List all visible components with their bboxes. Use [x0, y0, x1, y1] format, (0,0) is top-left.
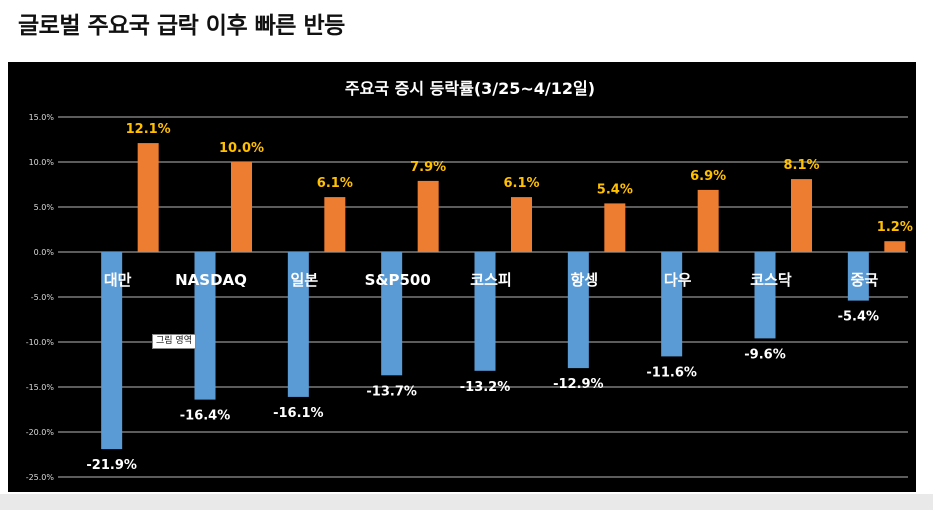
y-tick-label: 15.0% — [29, 113, 55, 122]
data-label-positive: 6.1% — [317, 176, 353, 191]
bar-negative — [194, 252, 216, 400]
bar-positive — [137, 143, 159, 252]
data-label-positive: 1.2% — [877, 220, 913, 235]
bar-positive — [417, 180, 439, 252]
data-label-positive: 12.1% — [126, 122, 171, 137]
y-tick-label: 10.0% — [29, 158, 55, 167]
category-label: 일본 — [291, 271, 319, 289]
bar-positive — [231, 162, 252, 252]
category-label: 중국 — [851, 271, 879, 289]
y-tick-label: 5.0% — [34, 203, 55, 212]
bar-positive — [884, 241, 906, 252]
data-label-negative: -13.2% — [460, 380, 511, 395]
chart-title: 주요국 증시 등락률(3/25~4/12일) — [345, 79, 595, 98]
bar-negative — [847, 252, 869, 301]
bar-positive — [511, 197, 532, 252]
data-label-negative: -11.6% — [646, 365, 697, 380]
chart-svg: 주요국 증시 등락률(3/25~4/12일) 15.0% 10.0% 5.0% 0.0… — [26, 79, 913, 482]
y-tick-label: -25.0% — [26, 473, 55, 482]
category-label: NASDAQ — [175, 271, 247, 289]
category-label: S&P500 — [365, 271, 431, 289]
data-label-positive: 8.1% — [783, 158, 819, 173]
data-label-negative: -21.9% — [86, 458, 137, 473]
y-tick-label: 0.0% — [34, 248, 55, 257]
y-tick-label: -20.0% — [26, 428, 55, 437]
bar-negative — [101, 252, 123, 450]
category-label: 다우 — [664, 271, 692, 289]
data-label-negative: -9.6% — [744, 347, 785, 362]
y-tick-label: -15.0% — [26, 383, 55, 392]
bar-positive — [604, 203, 626, 252]
bar-negative — [474, 252, 496, 371]
bar-positive — [697, 189, 719, 252]
chart-frame: 주요국 증시 등락률(3/25~4/12일) 15.0% 10.0% 5.0% 0.0… — [8, 62, 916, 492]
y-tick-label: -5.0% — [31, 293, 55, 302]
category-label: 코스피 — [470, 271, 511, 289]
bar-negative — [754, 252, 776, 339]
bar-positive — [791, 179, 812, 252]
data-label-negative: -5.4% — [838, 310, 879, 325]
bar-negative — [287, 252, 309, 397]
category-label: 코스닥 — [750, 271, 792, 289]
bar-positive — [324, 197, 346, 252]
category-label: 대만 — [104, 271, 132, 289]
data-label-negative: -12.9% — [553, 377, 604, 392]
page-title: 글로벌 주요국 급락 이후 빠른 반등 — [18, 13, 345, 39]
bar-negative — [567, 252, 589, 369]
bar-negative — [661, 252, 683, 357]
data-label-positive: 6.9% — [690, 169, 726, 184]
data-label-negative: -16.1% — [273, 406, 324, 421]
bar-negative — [381, 252, 403, 376]
data-label-negative: -16.4% — [180, 409, 231, 424]
data-label-positive: 10.0% — [219, 141, 264, 156]
data-label-positive: 6.1% — [503, 176, 539, 191]
category-label: 항셍 — [571, 271, 599, 289]
plot-area-tooltip: 그림 영역 — [152, 334, 196, 349]
data-label-positive: 7.9% — [410, 160, 446, 175]
bottom-strip — [0, 494, 933, 510]
y-tick-label: -10.0% — [26, 338, 55, 347]
data-label-negative: -13.7% — [366, 384, 417, 399]
data-label-positive: 5.4% — [597, 182, 633, 197]
